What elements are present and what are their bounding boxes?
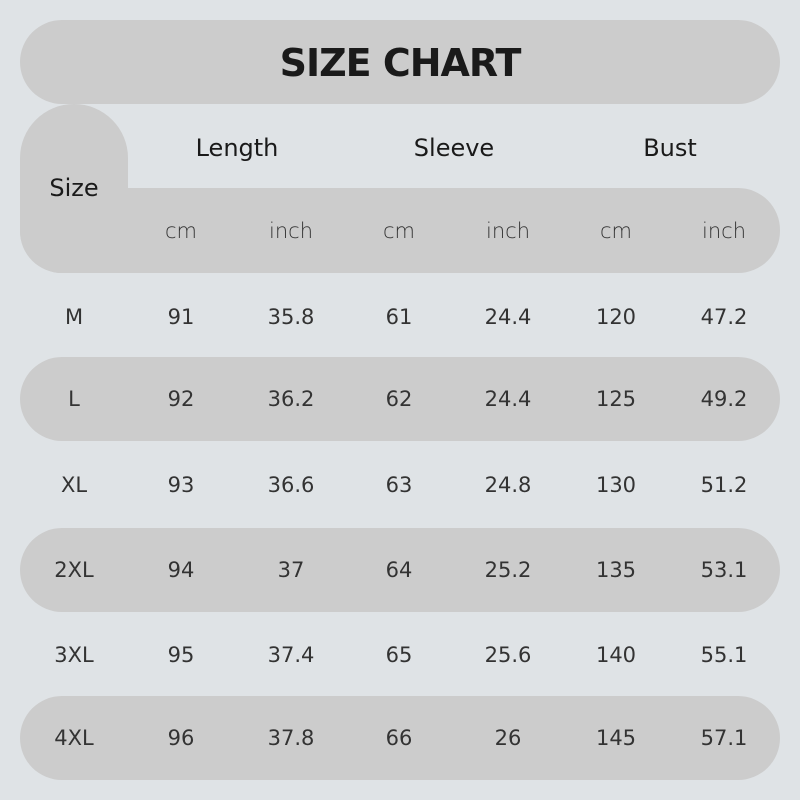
table-cell: 37 bbox=[277, 558, 305, 582]
group-header-bust: Bust bbox=[643, 134, 697, 162]
title-band bbox=[20, 20, 780, 104]
table-cell: 93 bbox=[167, 473, 195, 497]
table-cell: 24.8 bbox=[484, 473, 532, 497]
table-cell: 24.4 bbox=[484, 305, 532, 329]
table-cell: 25.6 bbox=[484, 643, 532, 667]
table-cell: 36.2 bbox=[267, 387, 315, 411]
table-cell: 135 bbox=[595, 558, 637, 582]
unit-header: cm bbox=[382, 219, 416, 243]
unit-header-band bbox=[20, 188, 780, 273]
table-cell: 61 bbox=[385, 305, 413, 329]
table-cell: 57.1 bbox=[700, 726, 748, 750]
table-cell: 55.1 bbox=[700, 643, 748, 667]
table-cell: 65 bbox=[385, 643, 413, 667]
table-cell: 49.2 bbox=[700, 387, 748, 411]
table-cell: 24.4 bbox=[484, 387, 532, 411]
row-band bbox=[20, 528, 780, 612]
table-cell: 36.6 bbox=[267, 473, 315, 497]
table-cell: 91 bbox=[167, 305, 195, 329]
size-label-cell: M bbox=[64, 305, 84, 329]
unit-header: cm bbox=[164, 219, 198, 243]
page-title: SIZE CHART bbox=[279, 41, 522, 85]
unit-header: inch bbox=[486, 219, 530, 243]
size-label-cell: 3XL bbox=[54, 643, 94, 667]
table-cell: 62 bbox=[385, 387, 413, 411]
unit-header: cm bbox=[599, 219, 633, 243]
table-cell: 25.2 bbox=[484, 558, 532, 582]
size-header: Size bbox=[49, 174, 99, 202]
table-cell: 63 bbox=[385, 473, 413, 497]
table-cell: 120 bbox=[595, 305, 637, 329]
table-cell: 26 bbox=[494, 726, 522, 750]
group-header-length: Length bbox=[195, 134, 279, 162]
table-cell: 145 bbox=[595, 726, 637, 750]
row-band bbox=[20, 357, 780, 441]
table-cell: 95 bbox=[167, 643, 195, 667]
table-cell: 35.8 bbox=[267, 305, 315, 329]
size-label-cell: L bbox=[68, 387, 80, 411]
table-cell: 94 bbox=[167, 558, 195, 582]
size-label-cell: 2XL bbox=[54, 558, 94, 582]
table-cell: 37.8 bbox=[267, 726, 315, 750]
size-label-cell: XL bbox=[60, 473, 88, 497]
group-header-sleeve: Sleeve bbox=[413, 134, 495, 162]
table-cell: 140 bbox=[595, 643, 637, 667]
table-cell: 37.4 bbox=[267, 643, 315, 667]
table-cell: 130 bbox=[595, 473, 637, 497]
table-cell: 51.2 bbox=[700, 473, 748, 497]
size-label-cell: 4XL bbox=[54, 726, 94, 750]
table-cell: 125 bbox=[595, 387, 637, 411]
unit-header: inch bbox=[702, 219, 746, 243]
table-cell: 66 bbox=[385, 726, 413, 750]
table-cell: 92 bbox=[167, 387, 195, 411]
row-band bbox=[20, 696, 780, 780]
table-cell: 64 bbox=[385, 558, 413, 582]
unit-header: inch bbox=[269, 219, 313, 243]
table-cell: 47.2 bbox=[700, 305, 748, 329]
table-cell: 96 bbox=[167, 726, 195, 750]
table-cell: 53.1 bbox=[700, 558, 748, 582]
